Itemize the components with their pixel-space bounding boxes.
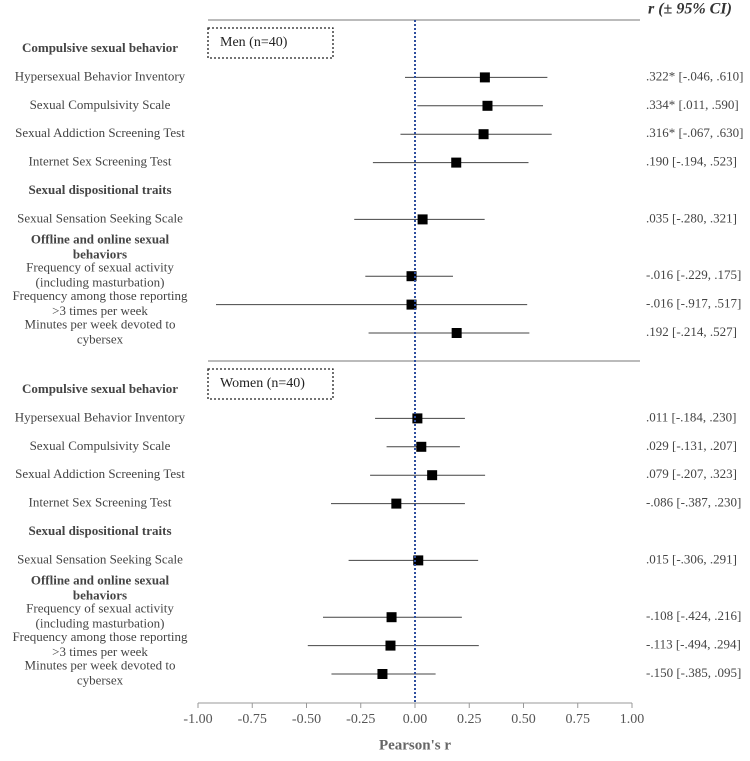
point-estimate — [406, 299, 417, 310]
x-tick-label: -1.00 — [183, 712, 212, 727]
value-label: -.150 [-.385, .095] — [646, 665, 741, 680]
x-tick-label: -0.75 — [238, 712, 267, 727]
row-label: Sexual dispositional traits — [28, 523, 171, 538]
row-label: >3 times per week — [52, 303, 148, 318]
value-label: -.108 [-.424, .216] — [646, 608, 741, 623]
panel-label: Men (n=40) — [220, 35, 288, 50]
value-label: -.086 [-.387, .230] — [646, 495, 741, 510]
value-label: .192 [-.214, .527] — [646, 324, 737, 339]
value-label: .322* [-.046, .610] — [646, 68, 744, 83]
point-estimate — [482, 100, 493, 111]
panel-label: Women (n=40) — [220, 376, 305, 391]
row-label: Internet Sex Screening Test — [29, 154, 172, 169]
point-estimate — [416, 441, 427, 452]
point-estimate — [413, 555, 424, 566]
value-label: .035 [-.280, .321] — [646, 210, 737, 225]
x-tick-label: 0.00 — [403, 712, 428, 727]
x-tick-label: -0.25 — [346, 712, 375, 727]
value-label: .079 [-.207, .323] — [646, 466, 737, 481]
value-label: -.016 [-.229, .175] — [646, 267, 741, 282]
value-label: .011 [-.184, .230] — [646, 409, 737, 424]
value-label: .015 [-.306, .291] — [646, 551, 737, 566]
point-estimate — [385, 640, 396, 651]
value-label: .029 [-.131, .207] — [646, 438, 737, 453]
value-label: .316* [-.067, .630] — [646, 125, 744, 140]
row-label: Frequency among those reporting — [12, 288, 188, 303]
row-label: Sexual Compulsivity Scale — [30, 97, 171, 112]
row-label: Hypersexual Behavior Inventory — [15, 409, 186, 424]
row-label: (including masturbation) — [36, 275, 165, 290]
value-label: -.113 [-.494, .294] — [646, 637, 741, 652]
point-estimate — [478, 129, 489, 140]
value-label: .334* [.011, .590] — [646, 97, 739, 112]
column-title: r (± 95% CI) — [648, 1, 732, 18]
x-axis-title: Pearson's r — [379, 737, 451, 753]
row-label: Sexual Sensation Seeking Scale — [17, 210, 183, 225]
x-tick-label: -0.50 — [292, 712, 321, 727]
point-estimate — [377, 669, 388, 679]
point-estimate — [427, 470, 438, 481]
point-estimate — [417, 214, 428, 225]
value-label: .190 [-.194, .523] — [646, 154, 737, 169]
row-label: (including masturbation) — [36, 616, 165, 631]
point-estimate — [391, 498, 402, 509]
row-label: cybersex — [77, 672, 124, 687]
x-tick-label: 0.50 — [511, 712, 536, 727]
row-label: Offline and online sexual — [31, 231, 170, 246]
row-label: Sexual Addiction Screening Test — [15, 466, 185, 481]
point-estimate — [412, 413, 423, 424]
point-estimate — [406, 271, 417, 282]
row-label: Sexual Sensation Seeking Scale — [17, 551, 183, 566]
point-estimate — [479, 72, 490, 83]
value-label: -.016 [-.917, .517] — [646, 296, 741, 311]
point-estimate — [451, 328, 462, 338]
row-label: Frequency of sexual activity — [26, 601, 174, 616]
row-label: Internet Sex Screening Test — [29, 495, 172, 510]
row-label: behaviors — [73, 246, 127, 261]
point-estimate — [451, 157, 462, 168]
row-label: Frequency among those reporting — [12, 629, 188, 644]
row-label: Offline and online sexual — [31, 572, 170, 587]
row-label: >3 times per week — [52, 644, 148, 659]
row-label: Hypersexual Behavior Inventory — [15, 68, 186, 83]
row-label: Frequency of sexual activity — [26, 260, 174, 275]
row-label: Minutes per week devoted to — [25, 316, 176, 331]
point-estimate — [386, 612, 397, 623]
panel-label-box — [207, 368, 334, 400]
row-label: Sexual dispositional traits — [28, 182, 171, 197]
x-tick-label: 0.25 — [457, 712, 482, 727]
x-tick-label: 1.00 — [620, 712, 645, 727]
row-label: Minutes per week devoted to — [25, 657, 176, 672]
panel-label-box — [207, 27, 334, 59]
row-label: behaviors — [73, 587, 127, 602]
row-label: Sexual Compulsivity Scale — [30, 438, 171, 453]
x-tick-label: 0.75 — [566, 712, 591, 727]
row-label: cybersex — [77, 331, 124, 346]
row-label: Compulsive sexual behavior — [22, 40, 178, 55]
row-label: Sexual Addiction Screening Test — [15, 125, 185, 140]
row-label: Compulsive sexual behavior — [22, 381, 178, 396]
